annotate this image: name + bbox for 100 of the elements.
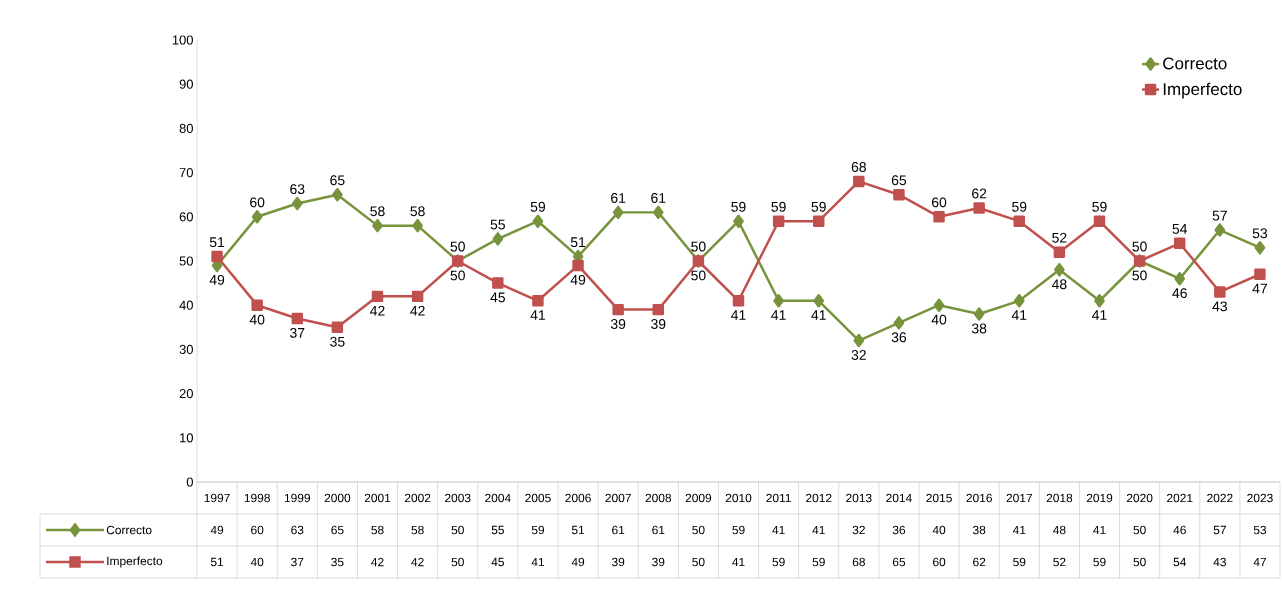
- data-label: 37: [291, 557, 304, 567]
- x-tick-label: 1998: [244, 493, 270, 503]
- text: 60: [931, 197, 947, 208]
- y-tick-label: 70: [179, 168, 193, 178]
- text: 49: [570, 274, 586, 285]
- point: [1173, 237, 1186, 250]
- data-label: 41: [531, 557, 545, 567]
- x-tick-label: 2017: [1006, 493, 1032, 503]
- point: [1093, 215, 1106, 227]
- point: [331, 321, 344, 334]
- text: 61: [611, 192, 626, 203]
- text: 50: [1132, 241, 1147, 252]
- text: 52: [1052, 232, 1067, 243]
- data-label: 60: [933, 557, 946, 567]
- data-label: 41: [1012, 525, 1026, 535]
- point: [1214, 223, 1226, 237]
- text: 39: [610, 319, 626, 329]
- data-label: 59: [531, 525, 545, 535]
- data-label: 50: [451, 525, 464, 535]
- point: [732, 295, 745, 307]
- point: [652, 205, 664, 220]
- data-label: 42: [371, 557, 384, 567]
- x-tick-label: 2002: [404, 493, 431, 503]
- text: 57: [1212, 210, 1227, 221]
- text: 59: [530, 201, 546, 212]
- x-tick-label: 2004: [485, 493, 511, 503]
- data-label: 62: [973, 557, 986, 567]
- text: 39: [651, 319, 666, 329]
- legend-label: Correcto: [1163, 57, 1227, 70]
- x-tick-label: 2008: [645, 493, 672, 503]
- point: [412, 218, 423, 233]
- point: [291, 196, 303, 211]
- point: [813, 294, 825, 308]
- text: 50: [691, 270, 706, 281]
- point: [371, 290, 384, 303]
- point: [251, 299, 263, 311]
- legend-label: Imperfecto: [1163, 82, 1242, 99]
- x-tick-label: 2022: [1207, 493, 1233, 503]
- text: 40: [249, 314, 265, 325]
- data-label: 32: [852, 525, 865, 535]
- point: [291, 312, 304, 325]
- point: [652, 303, 664, 316]
- text: 59: [1092, 201, 1107, 212]
- text: 42: [370, 305, 385, 316]
- x-tick-label: 2000: [324, 493, 351, 503]
- x-tick-label: 2015: [926, 493, 952, 503]
- data-label: 45: [491, 557, 504, 567]
- data-label: 63: [291, 525, 304, 535]
- text: 55: [490, 219, 505, 230]
- x-tick-label: 2011: [766, 493, 791, 503]
- text: 47: [1252, 283, 1267, 294]
- point: [411, 290, 424, 303]
- x-tick-label: 2012: [806, 493, 832, 503]
- text: 63: [290, 184, 305, 195]
- data-label: 40: [932, 525, 946, 535]
- text: 59: [811, 201, 826, 212]
- point: [933, 298, 945, 312]
- point: [251, 210, 263, 224]
- text: 60: [250, 197, 265, 208]
- data-label: 61: [652, 525, 665, 535]
- point: [532, 214, 544, 228]
- data-label: 38: [972, 525, 986, 535]
- point: [812, 215, 825, 227]
- data-label: 59: [812, 557, 825, 567]
- data-label: 58: [371, 525, 384, 535]
- data-label: 65: [331, 525, 344, 535]
- text: 61: [651, 192, 666, 203]
- data-label: 46: [1173, 525, 1186, 535]
- y-tick-label: 90: [179, 79, 193, 89]
- data-label: 54: [1173, 557, 1187, 567]
- point: [893, 316, 905, 330]
- data-label: 39: [652, 557, 665, 567]
- text: 38: [971, 323, 987, 334]
- x-tick-label: 2006: [565, 493, 591, 503]
- y-tick-label: 30: [179, 344, 193, 354]
- text: 42: [410, 305, 425, 316]
- point: [1254, 268, 1266, 280]
- text: 40: [931, 314, 947, 325]
- text: 41: [811, 310, 826, 320]
- data-label: 41: [812, 525, 825, 535]
- x-tick-label: 2013: [846, 493, 872, 503]
- x-tick-label: 2018: [1046, 493, 1073, 503]
- data-label: 59: [732, 525, 745, 535]
- text: 45: [490, 292, 505, 303]
- text: 50: [450, 270, 465, 281]
- point: [532, 295, 544, 307]
- y-tick-label: 0: [186, 477, 193, 487]
- data-label: 50: [692, 525, 705, 535]
- data-label: 41: [732, 557, 745, 567]
- point: [933, 211, 945, 223]
- point: [772, 215, 785, 227]
- point: [1094, 294, 1105, 308]
- x-tick-label: 2023: [1247, 493, 1273, 503]
- y-tick-label: 80: [179, 123, 193, 133]
- point: [853, 333, 865, 348]
- point: [1214, 286, 1226, 298]
- point: [1013, 294, 1025, 308]
- point: [1013, 215, 1025, 227]
- data-label: 48: [1053, 525, 1066, 535]
- x-tick-label: 2005: [525, 493, 551, 503]
